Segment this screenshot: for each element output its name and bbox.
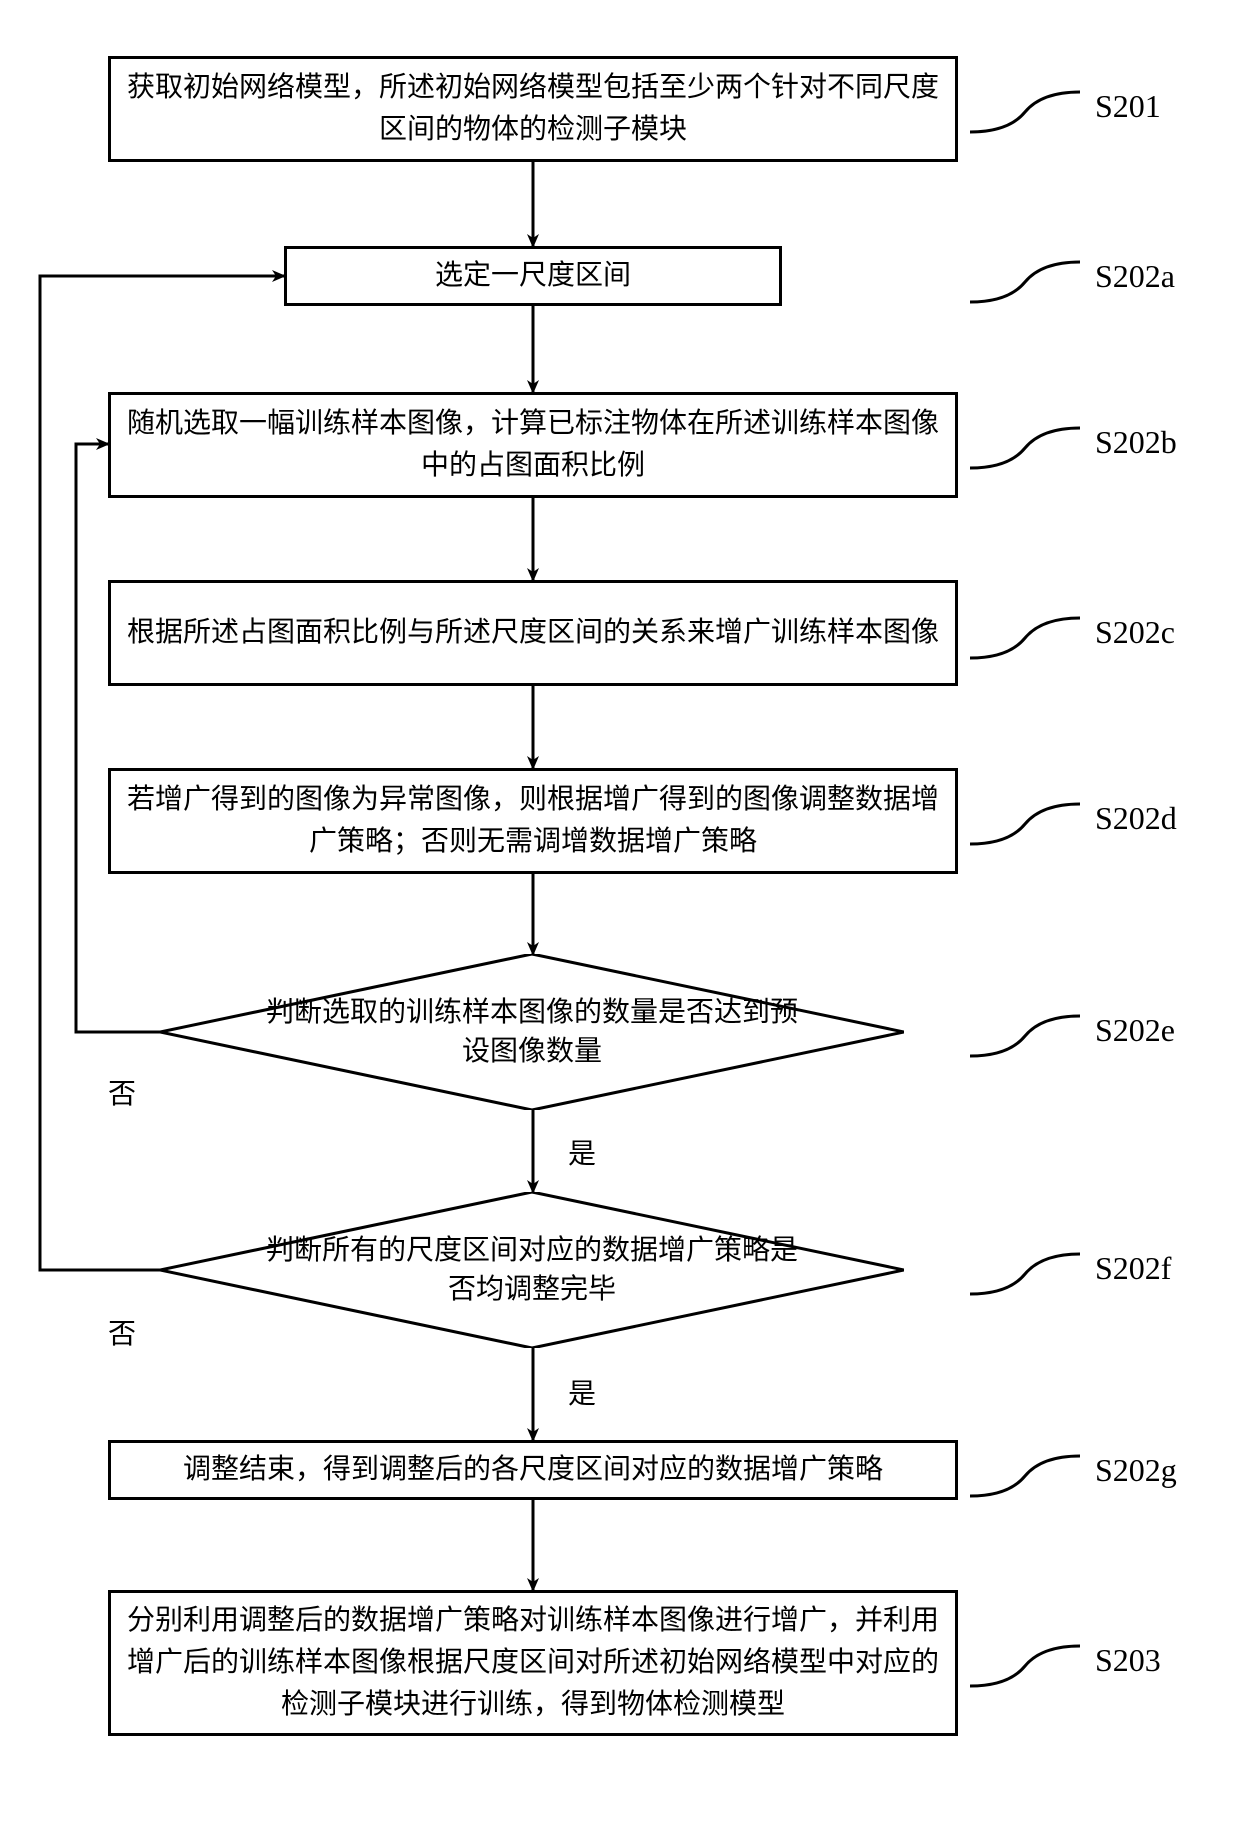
edge-label-n2f-n2g: 是: [568, 1372, 596, 1412]
node-label: 若增广得到的图像为异常图像，则根据增广得到的图像调整数据增广策略；否则无需调增数…: [125, 779, 941, 863]
flow-node-n2b: 随机选取一幅训练样本图像，计算已标注物体在所述训练样本图像中的占图面积比例: [108, 392, 958, 498]
step-label-n2f: S202f: [1095, 1250, 1171, 1287]
step-label-text: S202f: [1095, 1250, 1171, 1286]
step-label-text: S201: [1095, 88, 1161, 124]
edge-n2e-n2b: [76, 444, 160, 1032]
step-brace-n2f: [970, 1254, 1080, 1294]
step-brace-n2e: [970, 1016, 1080, 1056]
step-label-n2a: S202a: [1095, 258, 1175, 295]
step-label-text: S203: [1095, 1642, 1161, 1678]
step-label-n2g: S202g: [1095, 1452, 1177, 1489]
step-brace-n2c: [970, 618, 1080, 658]
step-label-text: S202d: [1095, 800, 1177, 836]
node-label: 分别利用调整后的数据增广策略对训练样本图像进行增广，并利用增广后的训练样本图像根…: [125, 1600, 941, 1726]
step-brace-n2g: [970, 1456, 1080, 1496]
step-brace-n1: [970, 92, 1080, 132]
edge-label-text: 否: [108, 1079, 136, 1110]
step-label-n1: S201: [1095, 88, 1161, 125]
step-label-n2b: S202b: [1095, 424, 1177, 461]
step-label-n3: S203: [1095, 1642, 1161, 1679]
step-label-text: S202b: [1095, 424, 1177, 460]
step-label-text: S202c: [1095, 614, 1175, 650]
node-label: 获取初始网络模型，所述初始网络模型包括至少两个针对不同尺度区间的物体的检测子模块: [125, 67, 941, 151]
flow-node-n3: 分别利用调整后的数据增广策略对训练样本图像进行增广，并利用增广后的训练样本图像根…: [108, 1590, 958, 1736]
edge-label-text: 是: [568, 1139, 596, 1170]
flow-node-n2c: 根据所述占图面积比例与所述尺度区间的关系来增广训练样本图像: [108, 580, 958, 686]
node-label: 判断所有的尺度区间对应的数据增广策略是否均调整完毕: [260, 1231, 804, 1309]
flow-node-n2a: 选定一尺度区间: [284, 246, 782, 306]
edge-label-n2e-n2b: 否: [108, 1072, 136, 1112]
step-label-text: S202g: [1095, 1452, 1177, 1488]
node-label: 调整结束，得到调整后的各尺度区间对应的数据增广策略: [183, 1449, 883, 1491]
step-brace-n3: [970, 1646, 1080, 1686]
edge-label-text: 否: [108, 1319, 136, 1350]
step-label-text: S202a: [1095, 258, 1175, 294]
flow-decision-n2f: 判断所有的尺度区间对应的数据增广策略是否均调整完毕: [160, 1192, 904, 1348]
step-brace-n2a: [970, 262, 1080, 302]
edge-label-text: 是: [568, 1379, 596, 1410]
flow-node-n2d: 若增广得到的图像为异常图像，则根据增广得到的图像调整数据增广策略；否则无需调增数…: [108, 768, 958, 874]
step-label-n2d: S202d: [1095, 800, 1177, 837]
node-label: 选定一尺度区间: [435, 255, 631, 297]
node-label: 判断选取的训练样本图像的数量是否达到预设图像数量: [260, 993, 804, 1071]
flow-decision-n2e: 判断选取的训练样本图像的数量是否达到预设图像数量: [160, 954, 904, 1110]
step-label-n2c: S202c: [1095, 614, 1175, 651]
step-brace-n2d: [970, 804, 1080, 844]
node-label: 随机选取一幅训练样本图像，计算已标注物体在所述训练样本图像中的占图面积比例: [125, 403, 941, 487]
step-label-text: S202e: [1095, 1012, 1175, 1048]
edge-label-n2f-n2a: 否: [108, 1312, 136, 1352]
flow-node-n2g: 调整结束，得到调整后的各尺度区间对应的数据增广策略: [108, 1440, 958, 1500]
step-brace-n2b: [970, 428, 1080, 468]
node-label: 根据所述占图面积比例与所述尺度区间的关系来增广训练样本图像: [127, 612, 939, 654]
flow-node-n1: 获取初始网络模型，所述初始网络模型包括至少两个针对不同尺度区间的物体的检测子模块: [108, 56, 958, 162]
step-label-n2e: S202e: [1095, 1012, 1175, 1049]
edge-label-n2e-n2f: 是: [568, 1132, 596, 1172]
